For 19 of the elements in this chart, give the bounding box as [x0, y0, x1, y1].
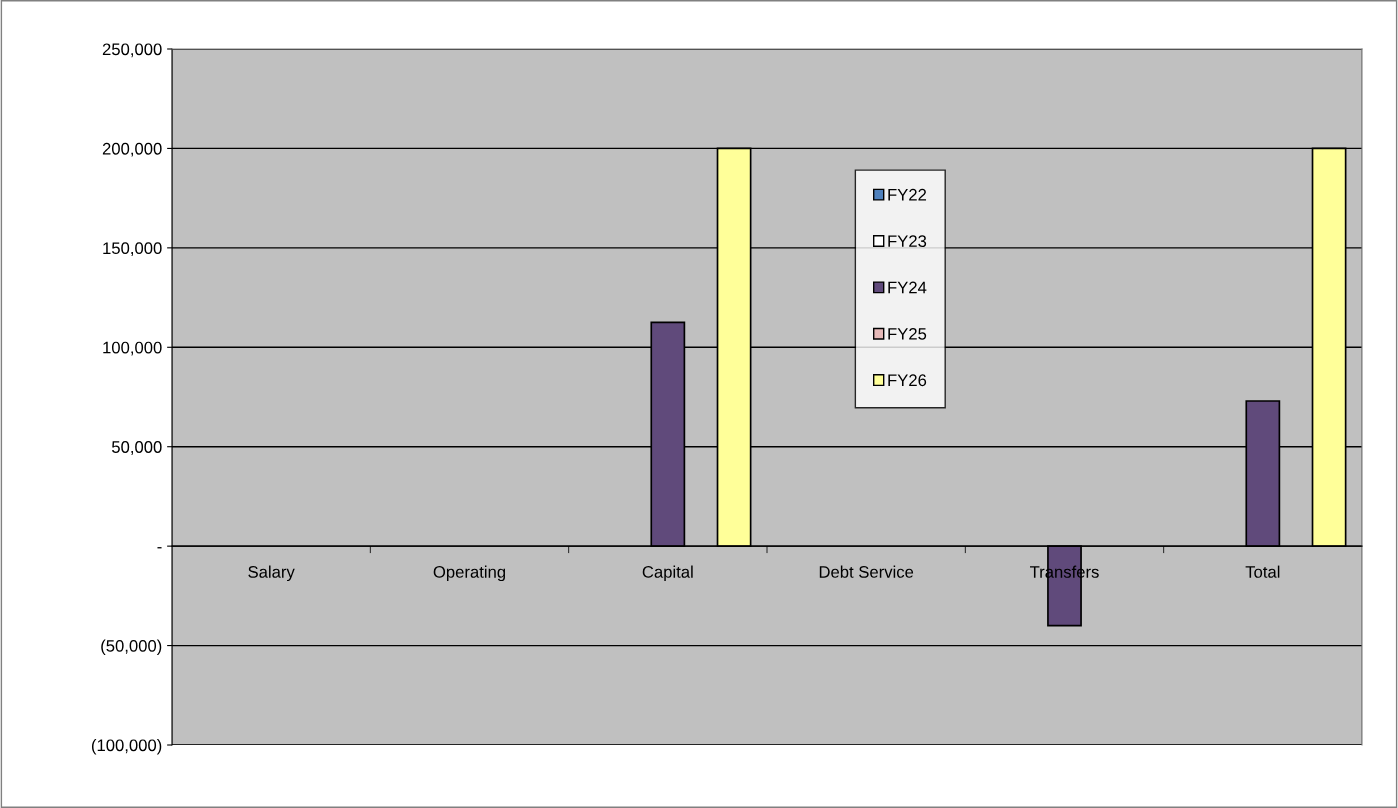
x-tick-label: Transfers — [1030, 565, 1099, 578]
x-tick-label: Debt Service — [819, 565, 914, 578]
y-tick-label: 100,000 — [103, 341, 162, 356]
legend-label: FY24 — [888, 281, 927, 294]
x-tick-label: Operating — [433, 565, 506, 582]
x-tick-label: Total — [1245, 565, 1280, 578]
y-tick-label: (50,000) — [101, 639, 162, 656]
y-tick-label: 250,000 — [102, 43, 162, 58]
x-tick-label: Capital — [642, 565, 693, 582]
legend-label: FY22 — [888, 188, 927, 201]
y-tick-label: 200,000 — [102, 142, 162, 157]
y-tick-label: - — [157, 547, 162, 549]
legend-label: FY25 — [888, 327, 927, 340]
legend-label: FY26 — [888, 374, 927, 387]
y-tick-label: 50,000 — [111, 441, 162, 455]
x-tick-label: Salary — [248, 565, 295, 582]
legend-label: FY23 — [888, 235, 927, 248]
y-tick-label: 150,000 — [103, 242, 162, 257]
y-tick-label: (100,000) — [91, 738, 162, 755]
